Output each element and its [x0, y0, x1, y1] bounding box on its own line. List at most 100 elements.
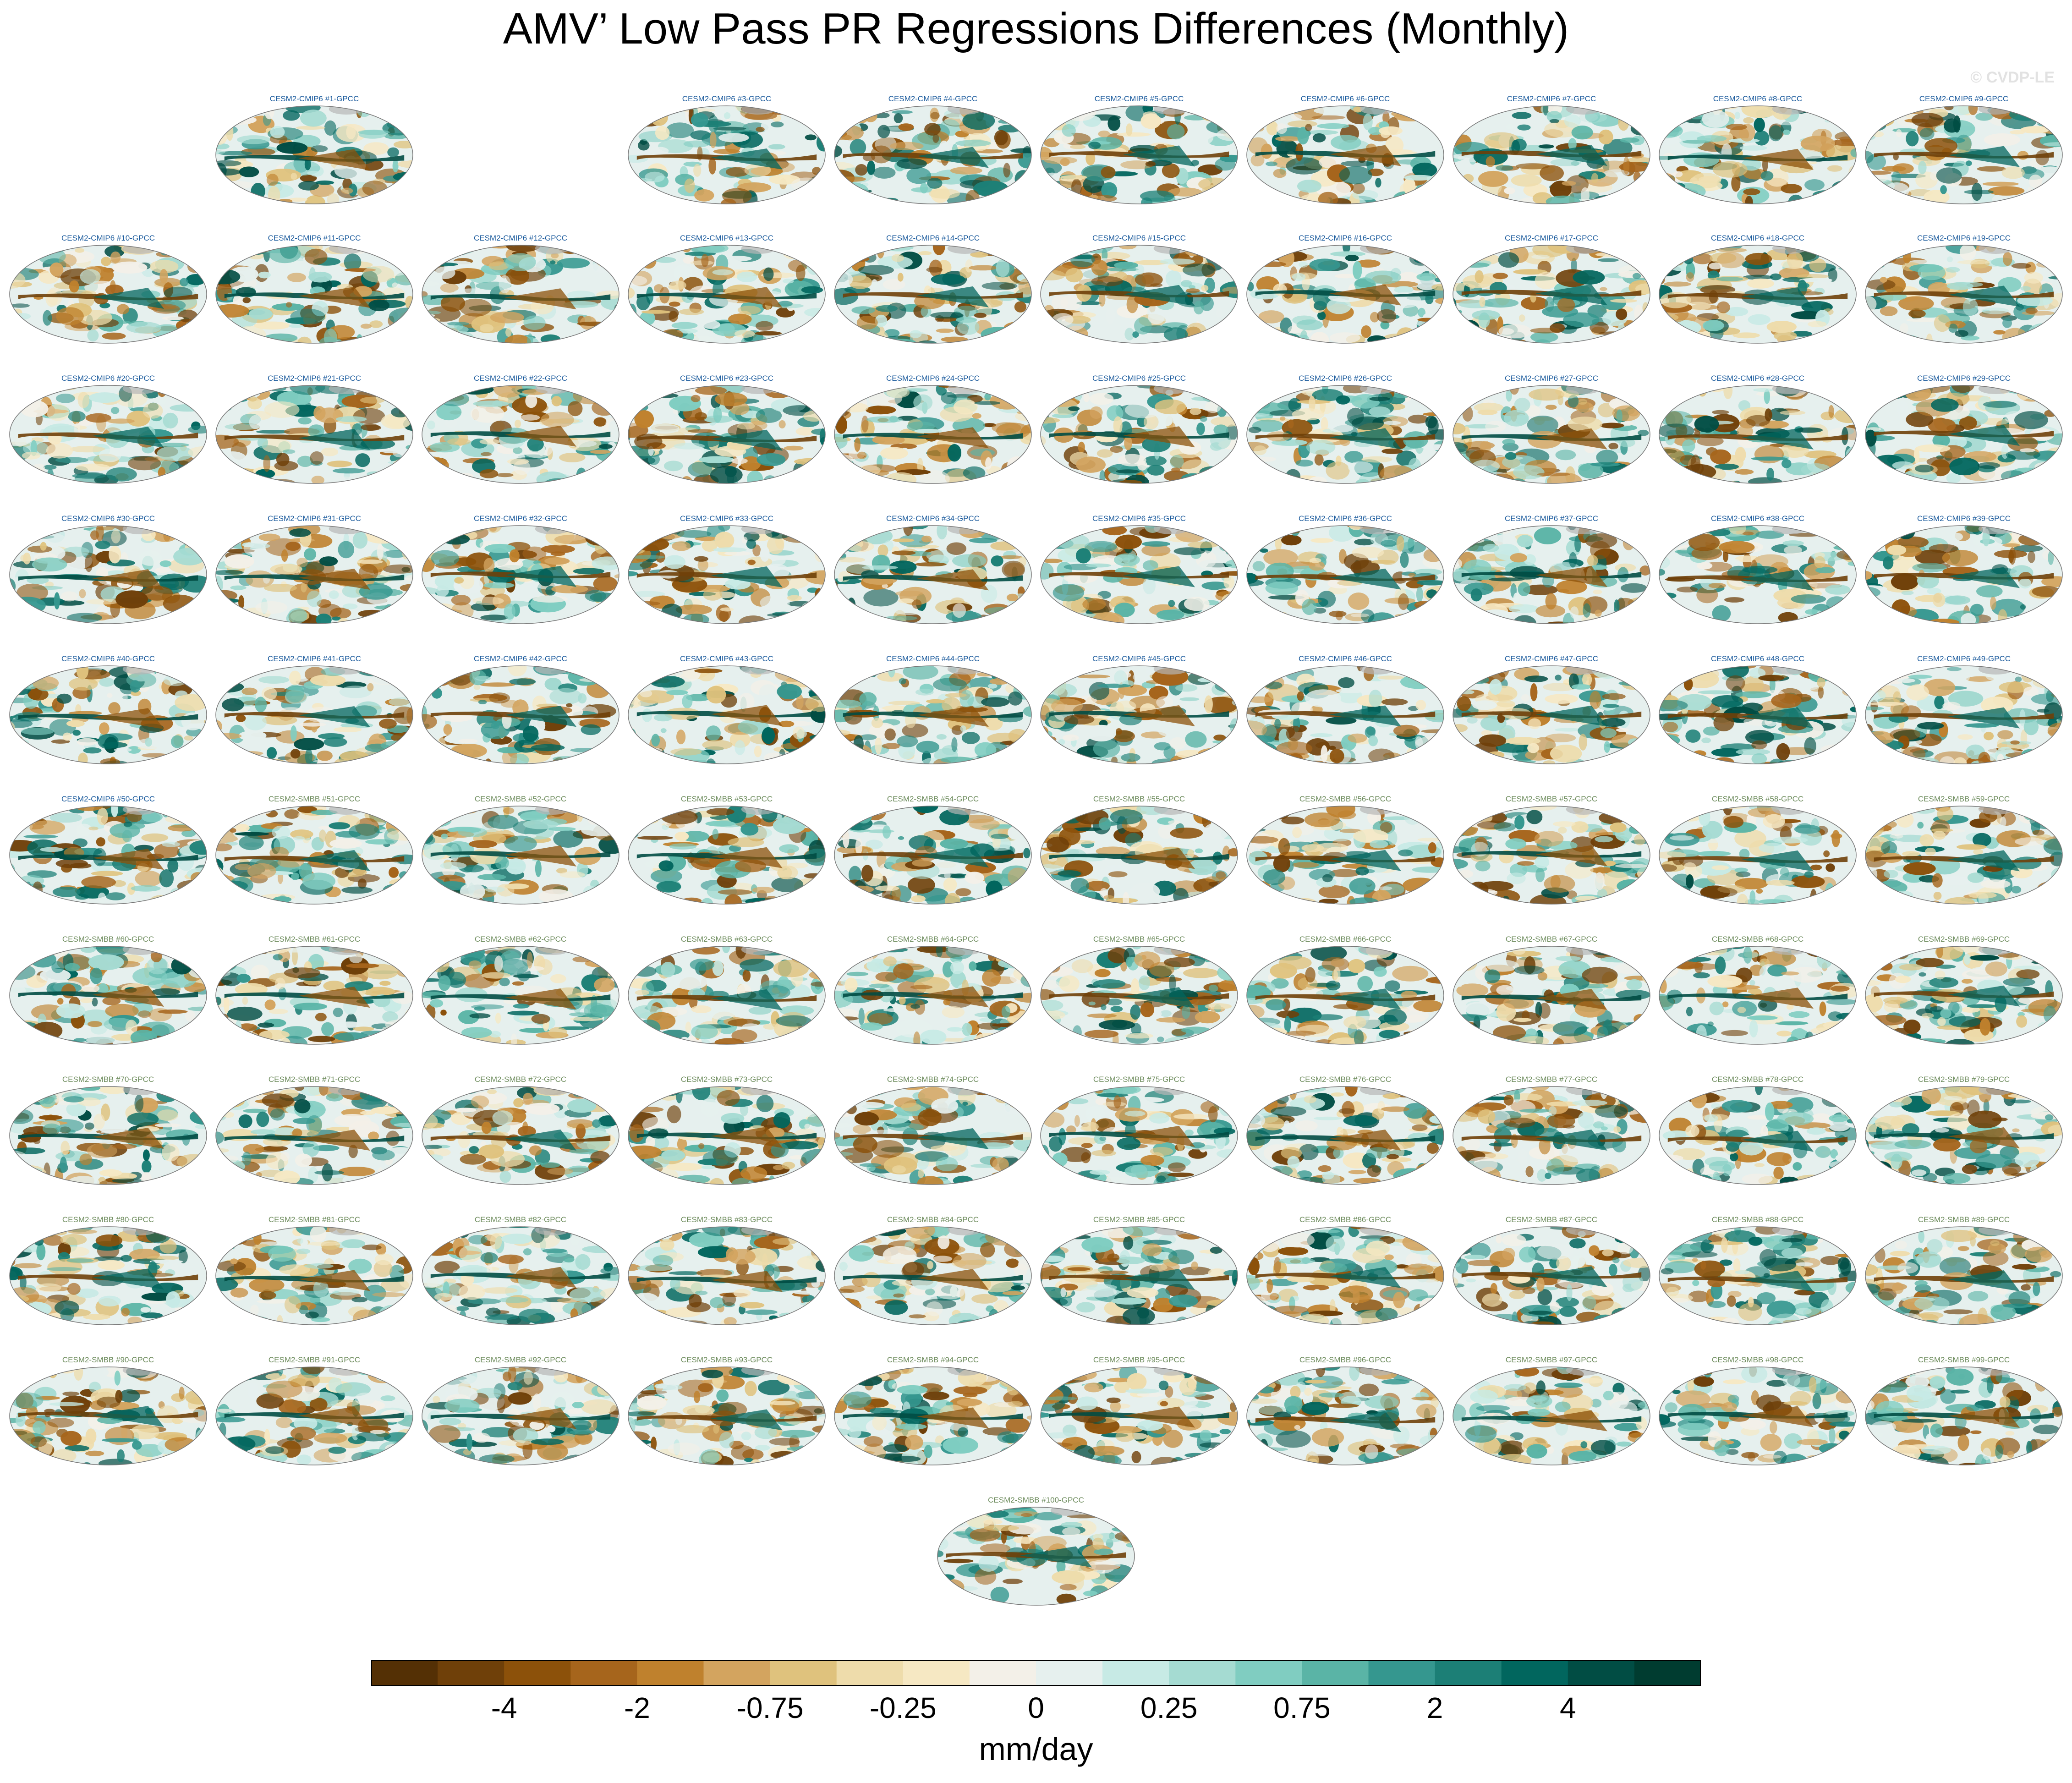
panel-title: CESM2-CMIP6 #17-GPCC: [1504, 234, 1599, 242]
panel-map: [215, 385, 413, 484]
panel-map: [1040, 946, 1238, 1045]
panel-title: CESM2-CMIP6 #50-GPCC: [61, 795, 155, 803]
colorbar-swatch: [1435, 1660, 1502, 1686]
panel-title: CESM2-SMBB #75-GPCC: [1093, 1075, 1185, 1084]
panel-title: CESM2-CMIP6 #19-GPCC: [1917, 234, 2011, 242]
colorbar-swatch: [637, 1660, 704, 1686]
panel-title: CESM2-CMIP6 #44-GPCC: [886, 654, 980, 663]
panel-map: [1246, 946, 1444, 1045]
colorbar-swatch: [570, 1660, 637, 1686]
panel-title: CESM2-SMBB #79-GPCC: [1918, 1075, 2010, 1084]
panel-title: CESM2-CMIP6 #48-GPCC: [1710, 654, 1805, 663]
panel-map: [1865, 806, 2063, 905]
panel-map: [1453, 946, 1650, 1045]
panel-title: CESM2-CMIP6 #49-GPCC: [1917, 654, 2011, 663]
panel-map: [1865, 385, 2063, 484]
colorbar-swatch: [371, 1660, 438, 1686]
panel-title: CESM2-CMIP6 #3-GPCC: [682, 94, 772, 103]
panel-title: CESM2-SMBB #81-GPCC: [268, 1215, 361, 1224]
panel-map: [1246, 385, 1444, 484]
colorbar-swatch: [1036, 1660, 1103, 1686]
panel-title: CESM2-CMIP6 #32-GPCC: [473, 514, 568, 523]
panel-map: [215, 1086, 413, 1185]
panel-map: [1865, 105, 2063, 204]
panel-map: [834, 946, 1032, 1045]
panel-map: [1040, 1226, 1238, 1325]
panel-title: CESM2-SMBB #58-GPCC: [1711, 795, 1804, 803]
colorbar-swatch: [770, 1660, 837, 1686]
panel-title: CESM2-SMBB #51-GPCC: [268, 795, 361, 803]
panel-title: CESM2-SMBB #91-GPCC: [268, 1355, 361, 1364]
panel-title: CESM2-CMIP6 #43-GPCC: [680, 654, 774, 663]
panel-title: CESM2-SMBB #60-GPCC: [62, 935, 154, 944]
panel-title: CESM2-CMIP6 #38-GPCC: [1710, 514, 1805, 523]
panel-map: [834, 525, 1032, 624]
panel-title: CESM2-SMBB #65-GPCC: [1093, 935, 1185, 944]
panel-title: CESM2-SMBB #82-GPCC: [474, 1215, 567, 1224]
panel-map: [1246, 665, 1444, 764]
panel-title: CESM2-SMBB #100-GPCC: [988, 1496, 1084, 1504]
panel-map: [1246, 1226, 1444, 1325]
panel-title: CESM2-CMIP6 #47-GPCC: [1504, 654, 1599, 663]
panel-map: [422, 245, 619, 344]
colorbar-swatch: [1235, 1660, 1302, 1686]
panel-map: [1659, 1226, 1857, 1325]
panel-title: CESM2-CMIP6 #22-GPCC: [473, 374, 568, 383]
panel-map: [215, 665, 413, 764]
panel-map: [422, 1086, 619, 1185]
panel-title: CESM2-SMBB #62-GPCC: [474, 935, 567, 944]
panel-map: [628, 806, 826, 905]
panel-map: [1040, 1366, 1238, 1465]
panel-map: [9, 385, 207, 484]
panel-map: [1453, 385, 1650, 484]
panel-title: CESM2-SMBB #67-GPCC: [1505, 935, 1598, 944]
colorbar-tick-label: -0.25: [869, 1691, 937, 1724]
panel-title: CESM2-SMBB #80-GPCC: [62, 1215, 154, 1224]
panel-map: [628, 385, 826, 484]
panel-map: [1659, 665, 1857, 764]
panel-map: [1865, 1226, 2063, 1325]
panel-title: CESM2-SMBB #77-GPCC: [1505, 1075, 1598, 1084]
panel-map: [1659, 946, 1857, 1045]
panel-title: CESM2-SMBB #73-GPCC: [680, 1075, 773, 1084]
panel-title: CESM2-CMIP6 #6-GPCC: [1300, 94, 1390, 103]
panel-map: [1246, 806, 1444, 905]
panel-map: [1246, 1366, 1444, 1465]
panel-title: CESM2-CMIP6 #45-GPCC: [1092, 654, 1186, 663]
panel-map: [1659, 1086, 1857, 1185]
panel-title: CESM2-SMBB #56-GPCC: [1299, 795, 1392, 803]
panel-title: CESM2-CMIP6 #14-GPCC: [886, 234, 980, 242]
panel-title: CESM2-SMBB #96-GPCC: [1299, 1355, 1392, 1364]
panel-map: [9, 665, 207, 764]
panel-title: CESM2-CMIP6 #39-GPCC: [1917, 514, 2011, 523]
panel-title: CESM2-CMIP6 #41-GPCC: [267, 654, 362, 663]
panel-title: CESM2-SMBB #63-GPCC: [680, 935, 773, 944]
panel-map: [1246, 1086, 1444, 1185]
colorbar-swatch: [438, 1660, 504, 1686]
panel-title: CESM2-SMBB #54-GPCC: [887, 795, 979, 803]
panel-title: CESM2-CMIP6 #35-GPCC: [1092, 514, 1186, 523]
panel-map: [1659, 1366, 1857, 1465]
panel-map: [9, 1366, 207, 1465]
panel-map: [834, 1226, 1032, 1325]
colorbar-tick-label: 0: [1028, 1691, 1044, 1724]
panel-map: [215, 245, 413, 344]
colorbar-swatch: [969, 1660, 1036, 1686]
panel-title: CESM2-CMIP6 #24-GPCC: [886, 374, 980, 383]
chart-title: AMV’ Low Pass PR Regressions Differences…: [503, 4, 1569, 53]
panel-title: CESM2-SMBB #78-GPCC: [1711, 1075, 1804, 1084]
panel-title: CESM2-SMBB #66-GPCC: [1299, 935, 1392, 944]
panel-map: [215, 525, 413, 624]
panel-map: [628, 665, 826, 764]
colorbar-tick-label: -2: [624, 1691, 650, 1724]
colorbar-swatch: [703, 1660, 771, 1686]
panel-map: [834, 385, 1032, 484]
panel-map: [1453, 525, 1650, 624]
colorbar-swatch: [1368, 1660, 1436, 1686]
panel-map: [422, 1226, 619, 1325]
watermark-label: © CVDP-LE: [1970, 69, 2055, 86]
panel-map: [1659, 105, 1857, 204]
panel-map: [422, 806, 619, 905]
panel-title: CESM2-SMBB #70-GPCC: [62, 1075, 154, 1084]
panel-title: CESM2-CMIP6 #42-GPCC: [473, 654, 568, 663]
